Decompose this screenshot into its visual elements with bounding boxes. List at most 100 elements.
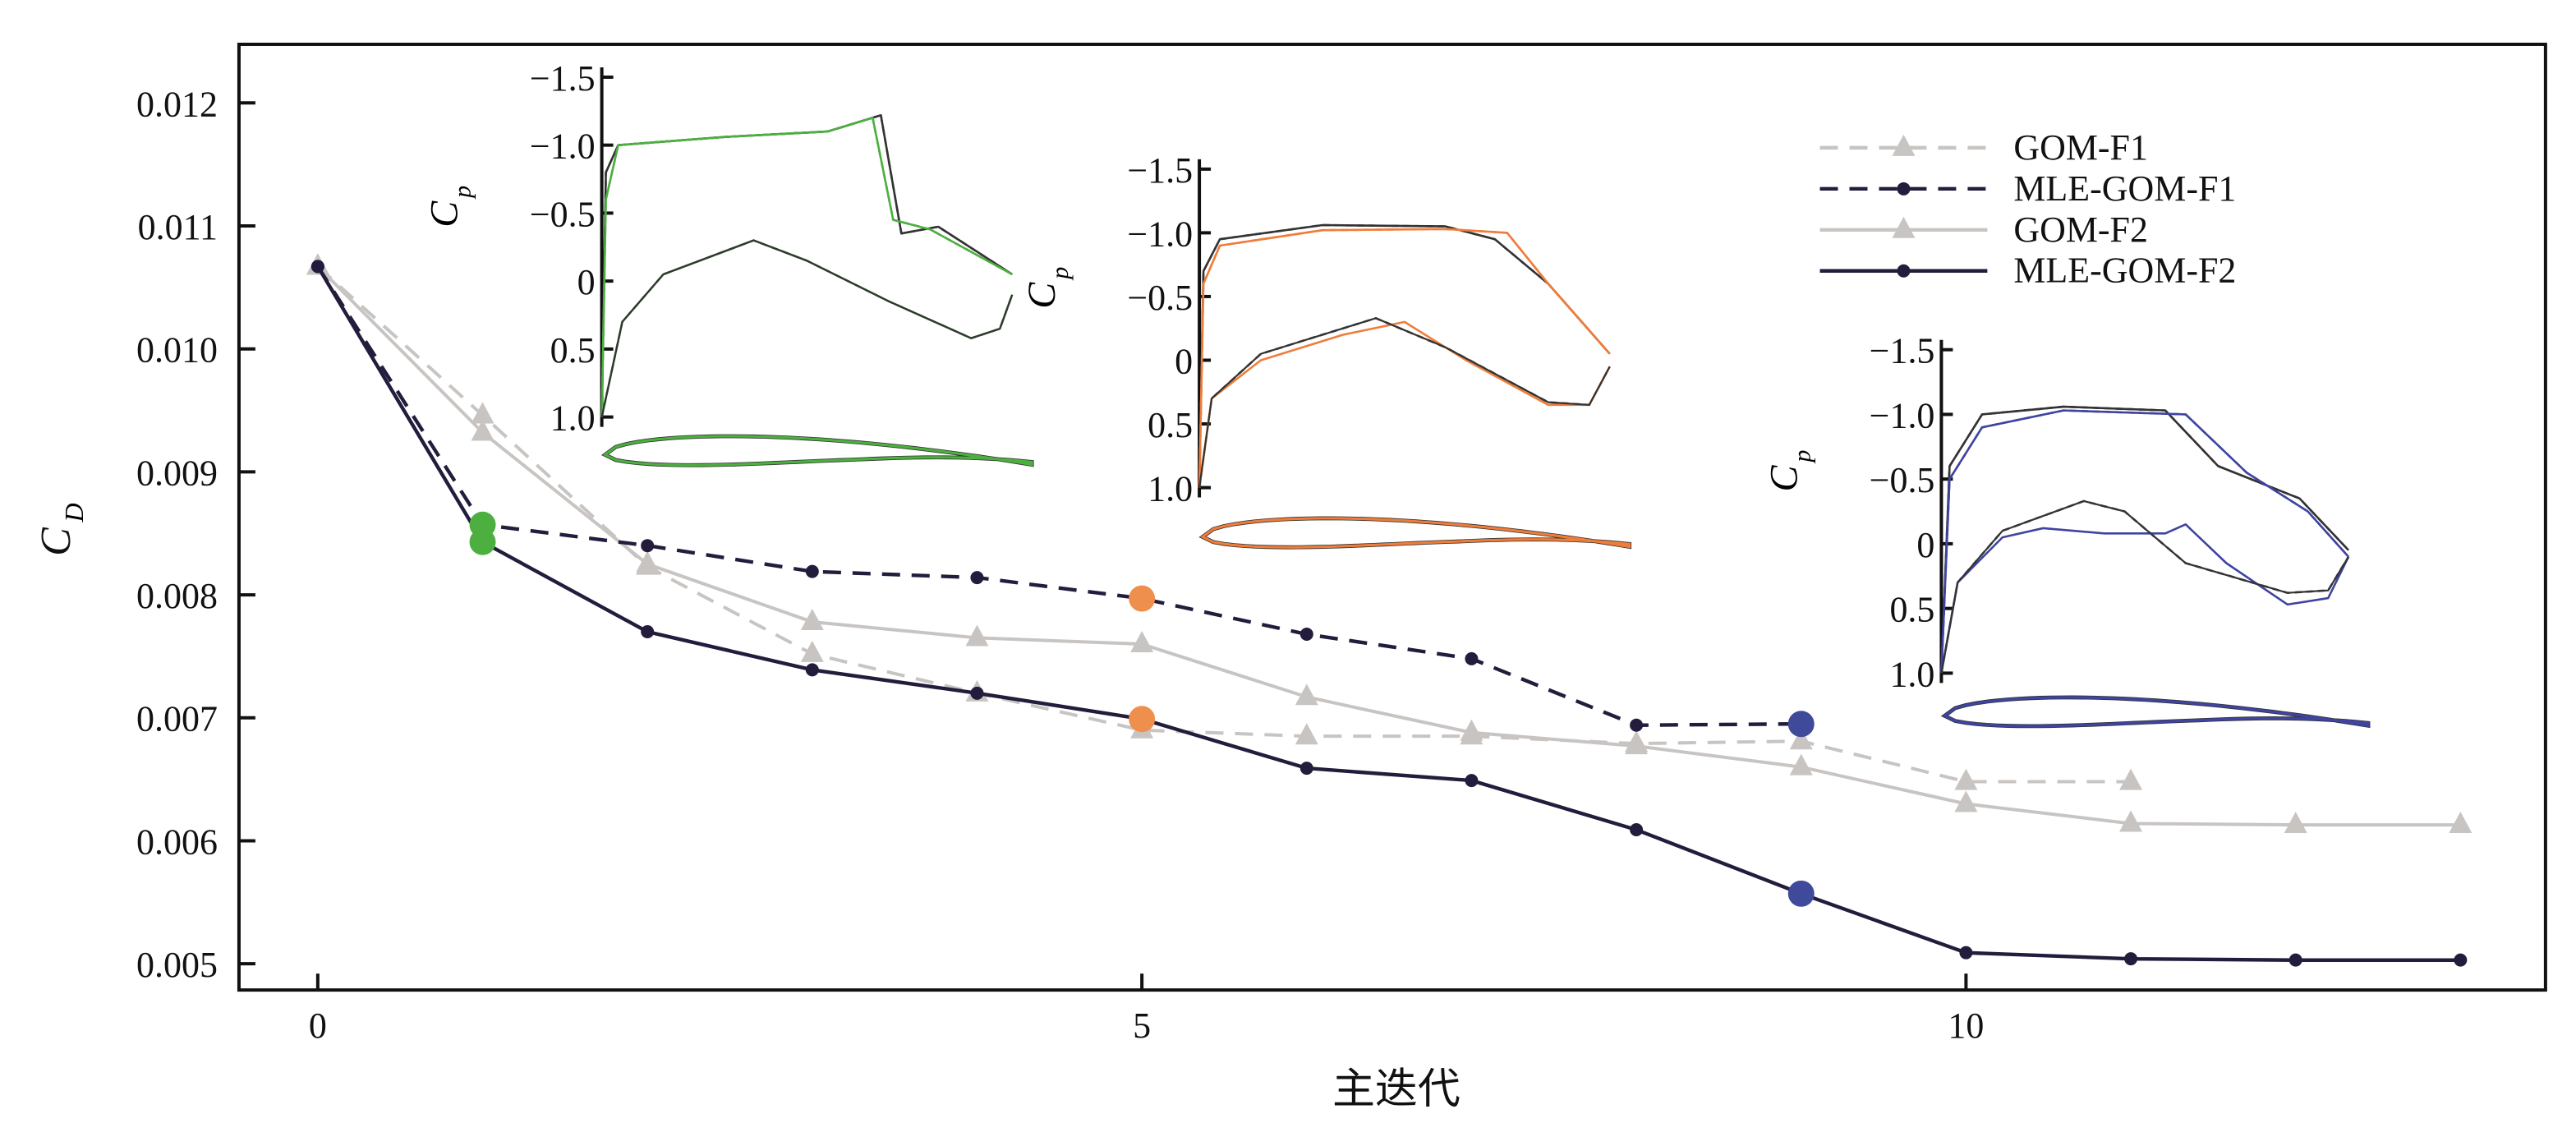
optimized-airfoil-outline bbox=[602, 435, 1033, 467]
legend-label: GOM-F2 bbox=[2013, 209, 2148, 250]
data-point bbox=[1954, 768, 1978, 790]
data-point bbox=[636, 553, 660, 575]
legend-marker bbox=[1897, 182, 1911, 196]
data-point bbox=[805, 564, 819, 578]
cp-curve-lower bbox=[1940, 523, 2350, 674]
cp-curve-base-lower bbox=[600, 239, 1014, 417]
data-point bbox=[1954, 790, 1978, 812]
inset-y-tick-label: 0.5 bbox=[1148, 405, 1193, 445]
data-point bbox=[1300, 762, 1313, 776]
highlight-point bbox=[1129, 706, 1156, 733]
legend-marker bbox=[1892, 134, 1916, 156]
data-point bbox=[471, 402, 494, 424]
data-point bbox=[1130, 630, 1154, 652]
cp-curve-base_upper bbox=[1198, 223, 1611, 488]
data-point bbox=[1295, 683, 1318, 706]
series-line-gom-f2 bbox=[316, 265, 2461, 827]
series-line-gom-f1 bbox=[316, 265, 2132, 784]
cp-curve-lower bbox=[1198, 320, 1611, 488]
data-point bbox=[471, 419, 494, 441]
data-point bbox=[805, 663, 819, 677]
legend-label: GOM-F1 bbox=[2013, 127, 2148, 168]
inset-y-label: Cp bbox=[1763, 450, 1816, 492]
data-point bbox=[1460, 723, 1484, 745]
svg-text:C: C bbox=[1020, 282, 1064, 309]
cp-curve-base_upper bbox=[1940, 405, 2349, 674]
inset-y-tick-label: −1.0 bbox=[1870, 395, 1935, 435]
data-point bbox=[1789, 728, 1813, 750]
inset-y-tick-label: −1.5 bbox=[1127, 150, 1193, 191]
data-point bbox=[1630, 718, 1644, 732]
data-point bbox=[2454, 953, 2468, 967]
inset-y-tick-label: −0.5 bbox=[1127, 278, 1193, 318]
data-point bbox=[1295, 723, 1318, 745]
highlight-point bbox=[1787, 711, 1815, 738]
data-point bbox=[1625, 730, 1649, 753]
y-tick-label: 0.010 bbox=[136, 330, 218, 370]
optimized-airfoil-outline bbox=[1942, 696, 2370, 728]
svg-text:p: p bbox=[1789, 450, 1816, 464]
inset-y-tick-label: 0.5 bbox=[550, 330, 596, 370]
inset-y-label: Cp bbox=[1020, 267, 1074, 309]
svg-text:p: p bbox=[1046, 267, 1074, 281]
data-point bbox=[970, 571, 984, 585]
cp-curve-upper bbox=[1940, 409, 2350, 674]
cp-inset-1: −1.5 −1.0 −0.5 0 0.5 1.0 Cp bbox=[423, 58, 1034, 467]
inset-y-tick-label: 0 bbox=[1916, 525, 1934, 565]
cp-inset-2: −1.5 −1.0 −0.5 0 0.5 1.0 Cp bbox=[1020, 150, 1632, 550]
x-tick-label: 5 bbox=[1133, 1006, 1151, 1046]
optimized-airfoil-outline bbox=[1199, 517, 1631, 549]
inset-y-tick-label: 1.0 bbox=[550, 398, 596, 439]
cp-curve-base_upper bbox=[600, 113, 1013, 417]
highlight-point bbox=[1129, 585, 1156, 612]
legend-marker bbox=[1892, 216, 1916, 238]
cp-curve-upper bbox=[1198, 228, 1611, 488]
y-tick-label: 0.012 bbox=[136, 84, 218, 124]
inset-y-tick-label: −1.5 bbox=[1870, 331, 1935, 371]
highlight-point bbox=[1787, 880, 1815, 907]
data-point bbox=[1959, 946, 1973, 960]
data-point bbox=[2288, 953, 2302, 967]
data-point bbox=[2119, 768, 2143, 790]
cp-curve-base_upper bbox=[1940, 405, 2349, 674]
data-point bbox=[800, 640, 824, 662]
data-point bbox=[2449, 812, 2472, 833]
svg-text:C: C bbox=[33, 527, 80, 556]
cp-inset-3: −1.5 −1.0 −0.5 0 0.5 1.0 Cp bbox=[1763, 331, 2371, 729]
inset-y-tick-label: −0.5 bbox=[530, 194, 596, 234]
inset-y-tick-label: 0 bbox=[1175, 341, 1193, 381]
legend-label: MLE-GOM-F2 bbox=[2013, 251, 2236, 291]
y-tick-label: 0.011 bbox=[138, 207, 218, 247]
inset-y-tick-label: 0.5 bbox=[1889, 590, 1934, 630]
cp-curve-upper bbox=[1198, 228, 1611, 488]
y-tick-label: 0.007 bbox=[136, 699, 218, 739]
svg-text:C: C bbox=[1763, 465, 1806, 492]
series-line-mle-gom-f1 bbox=[316, 265, 1801, 727]
svg-text:p: p bbox=[449, 186, 476, 200]
data-point bbox=[2119, 810, 2143, 832]
data-point bbox=[965, 624, 989, 647]
data-point bbox=[310, 260, 324, 274]
cp-curve-base-lower bbox=[1940, 499, 2349, 674]
svg-text:D: D bbox=[60, 503, 89, 522]
data-point bbox=[970, 686, 984, 700]
cp-curve-base_lower bbox=[1940, 499, 2350, 674]
cp-curve-base-lower bbox=[1198, 317, 1611, 488]
data-point bbox=[800, 609, 824, 630]
y-axis-label: C D bbox=[33, 503, 89, 555]
inset-y-label: Cp bbox=[423, 186, 476, 228]
plot-frame bbox=[237, 42, 2547, 992]
inset-y-tick-label: 0 bbox=[577, 262, 596, 302]
data-point bbox=[1465, 774, 1479, 788]
inset-y-tick-label: 1.0 bbox=[1889, 654, 1934, 694]
cp-curve-upper bbox=[600, 117, 1013, 417]
legend-marker bbox=[1897, 264, 1911, 278]
inset-y-tick-label: −1.0 bbox=[530, 127, 596, 167]
inset-y-tick-label: −0.5 bbox=[1870, 460, 1935, 500]
cp-curve-base_upper bbox=[600, 113, 1013, 417]
legend-label: MLE-GOM-F1 bbox=[2013, 168, 2236, 209]
inset-y-tick-label: −1.5 bbox=[530, 58, 596, 99]
series-line-mle-gom-f2 bbox=[315, 265, 2461, 962]
